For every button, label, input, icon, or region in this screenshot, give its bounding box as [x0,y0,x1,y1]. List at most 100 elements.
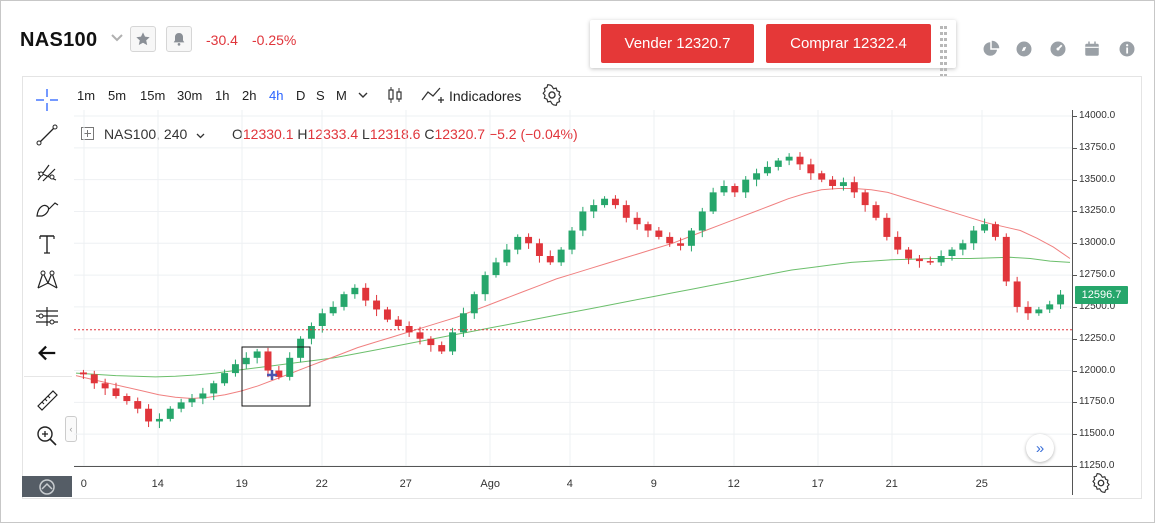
price-tick-label: 12250.0 [1079,332,1116,344]
timeframe-30m[interactable]: 30m [177,88,203,103]
candle-body [1035,309,1043,314]
candle-body [948,249,956,256]
time-tick-label: 4 [566,478,573,490]
price-tick-mark [1073,338,1077,340]
gauge-icon[interactable] [1047,38,1069,60]
legend-change: −5.2 (−0.04%) [488,126,578,142]
legend-h-label: H [297,126,308,142]
candle-body [514,236,522,250]
candle-body [698,211,706,231]
favorite-button[interactable] [130,26,156,52]
sell-button[interactable]: Vender 12320.7 [601,24,754,63]
timeframe-4h[interactable]: 4h [269,88,284,103]
timeframe-s[interactable]: S [316,88,325,103]
legend-interval-chevron-icon[interactable] [196,128,205,146]
zoom-in-icon[interactable] [33,422,61,450]
chart-plot[interactable] [74,110,1072,466]
candle-body [405,326,413,333]
buy-button[interactable]: Comprar 12322.4 [766,24,931,63]
legend-h-value: 12333.4 [307,126,359,142]
pie-chart-icon[interactable] [980,38,1002,60]
indicators-button[interactable]: Indicadores [449,88,522,104]
price-axis[interactable]: 14000.0 13750.0 13500.0 13250.0 13000.0 12750… [1072,110,1141,495]
candle-body [351,287,359,295]
candle-body [839,182,847,186]
symbol-dropdown-icon[interactable] [111,30,123,46]
settings-gear-icon[interactable] [541,83,563,111]
time-tick-label: 14 [151,478,164,490]
candle-body [959,243,967,250]
candle-body [90,374,98,384]
price-tick-label: 14000.0 [1079,110,1116,121]
brush-icon[interactable] [33,195,61,223]
timeframe-d[interactable]: D [296,88,306,103]
timeframe-1h[interactable]: 1h [215,88,230,103]
candle-body [503,249,511,263]
candle-body [481,275,489,295]
candle-body [199,393,207,399]
text-icon[interactable] [33,230,61,258]
timeframe-15m[interactable]: 15m [140,88,166,103]
candle-body [611,198,619,206]
candle-body [568,230,576,250]
candle-body [188,398,196,403]
timeframe-1m[interactable]: 1m [77,88,96,103]
info-icon[interactable] [1116,38,1138,60]
time-tick-label: 17 [811,478,824,490]
indicators-icon[interactable] [420,84,446,111]
candle-body [655,230,663,237]
candle-body [470,294,478,314]
magnet-icon [39,479,55,495]
compass-icon[interactable] [1013,38,1035,60]
candle-body [297,338,305,358]
pattern-icon[interactable] [33,266,61,294]
timeframe-m[interactable]: M [336,88,347,103]
candle-body [535,243,543,256]
bell-icon [173,33,185,46]
scroll-to-realtime-button[interactable]: » [1026,434,1054,462]
collapse-toolbar-tab[interactable]: ‹ [65,416,77,442]
chart-container [22,76,1142,499]
symbol-title[interactable]: NAS100 [20,29,98,51]
candle-body [546,256,554,263]
candle-body [166,408,174,419]
candle-body [79,372,87,375]
prediction-icon[interactable] [33,302,61,330]
candle-body [666,236,674,244]
candle-body [177,402,185,409]
candle-body [329,306,337,314]
candle-style-icon[interactable] [385,85,405,110]
time-axis-line [74,466,1072,467]
candle-body [926,261,934,263]
pitchfork-icon[interactable] [33,158,61,186]
trend-line-icon[interactable] [33,121,61,149]
candle-body [981,224,989,231]
price-tick-mark [1073,243,1077,245]
candle-body [861,192,869,206]
price-tick-mark [1073,370,1077,372]
drag-handle-icon[interactable] [940,26,950,77]
legend-symbol[interactable]: NAS100, 240 [104,126,188,142]
candle-body [286,357,294,377]
legend-l-value: 12318.6 [369,126,421,142]
alert-button[interactable] [166,26,192,52]
price-tick-mark [1073,147,1077,149]
price-tick-label: 13250.0 [1079,205,1116,217]
calendar-icon[interactable] [1081,38,1103,60]
candle-body [590,205,598,212]
timeframe-more-icon[interactable] [358,88,368,107]
ruler-icon[interactable] [33,386,61,414]
price-tick-mark [1073,179,1077,181]
back-arrow-icon[interactable] [33,339,61,367]
price-tick-mark [1073,466,1077,467]
candle-body [915,258,923,262]
time-tick-label: 25 [975,478,988,490]
timeframe-5m[interactable]: 5m [108,88,127,103]
bottom-toolbar-strip[interactable] [22,476,72,497]
crosshair-icon[interactable] [33,86,61,114]
candle-body [264,351,272,371]
timeframe-2h[interactable]: 2h [242,88,257,103]
chart-settings-gear-icon[interactable] [1091,472,1111,494]
legend-collapse-icon[interactable] [81,127,94,145]
candle-body [394,319,402,326]
